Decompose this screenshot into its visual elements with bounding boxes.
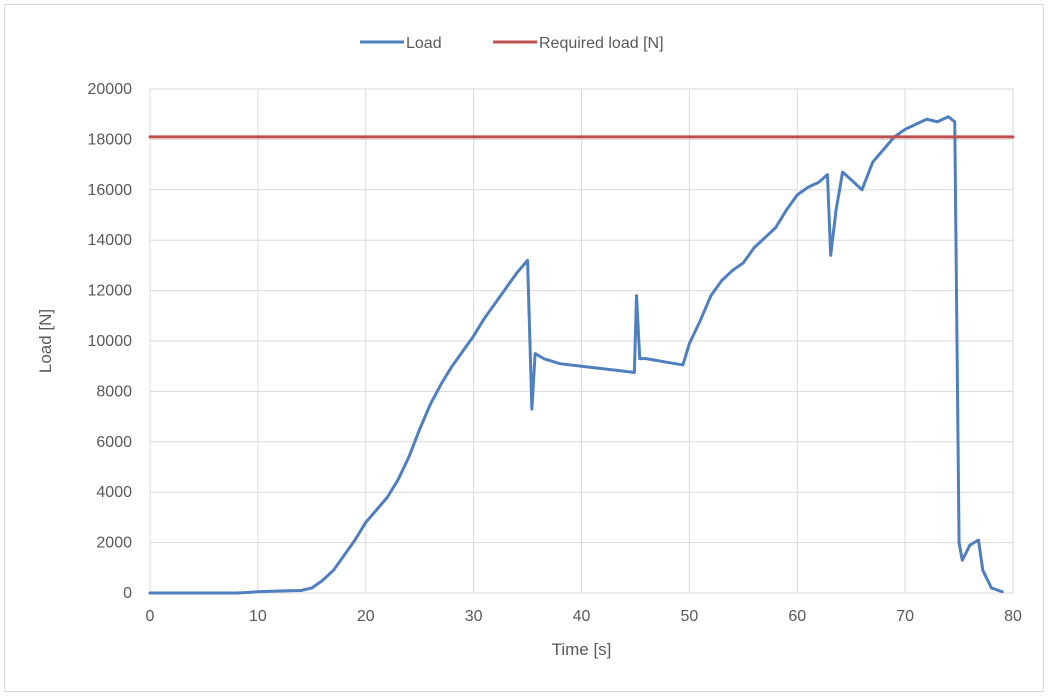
y-tick-label: 12000	[88, 283, 133, 300]
x-tick-label: 80	[1004, 608, 1022, 625]
legend-label: Load	[406, 35, 442, 52]
y-tick-labels: 0 2000 4000 6000 8000 10000 12000 14000 16000 180…	[88, 81, 133, 602]
x-tick-label: 40	[573, 608, 591, 625]
y-axis-title: Load [N]	[36, 309, 55, 373]
legend-label: Required load [N]	[539, 35, 664, 52]
y-tick-label: 0	[123, 585, 132, 602]
y-tick-label: 6000	[96, 434, 132, 451]
chart-frame: 0 2000 4000 6000 8000 10000 12000 14000 16000 180…	[4, 4, 1044, 692]
y-tick-label: 18000	[88, 131, 133, 148]
legend: Load Required load [N]	[360, 35, 664, 52]
x-tick-label: 70	[896, 608, 914, 625]
y-tick-label: 14000	[88, 232, 133, 249]
y-tick-label: 2000	[96, 535, 132, 552]
y-tick-label: 16000	[88, 182, 133, 199]
gridlines	[149, 88, 1014, 594]
x-axis-title: Time [s]	[552, 640, 612, 659]
y-tick-label: 4000	[96, 484, 132, 501]
x-tick-labels: 0 10 20 30 40 50 60 70 80	[146, 608, 1022, 625]
series-layer	[148, 115, 1015, 595]
line-chart: 0 2000 4000 6000 8000 10000 12000 14000 16000 180…	[36, 35, 1022, 659]
x-tick-label: 50	[680, 608, 698, 625]
x-tick-label: 30	[465, 608, 483, 625]
x-tick-label: 20	[357, 608, 375, 625]
x-tick-label: 0	[146, 608, 155, 625]
x-tick-label: 10	[249, 608, 267, 625]
y-tick-label: 20000	[88, 81, 133, 98]
y-tick-label: 8000	[96, 383, 132, 400]
x-tick-label: 60	[788, 608, 806, 625]
y-tick-label: 10000	[88, 333, 133, 350]
series-line-load	[148, 115, 1004, 595]
